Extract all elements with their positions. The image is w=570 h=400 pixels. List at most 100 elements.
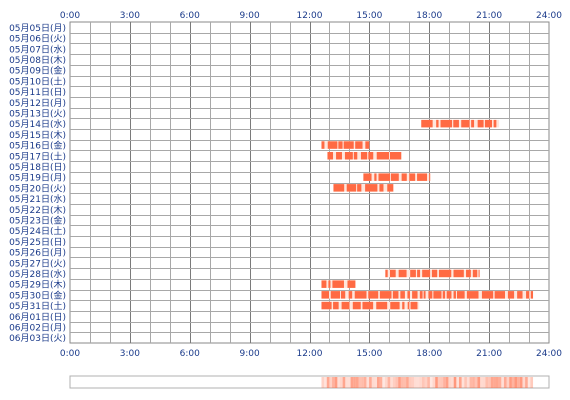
tick-label-top: 24:00 bbox=[536, 11, 562, 21]
summary-cell bbox=[358, 377, 362, 388]
activity-segment bbox=[333, 184, 345, 192]
summary-cell bbox=[437, 377, 441, 388]
day-label: 05月27日(火) bbox=[9, 258, 66, 269]
summary-cell bbox=[353, 377, 356, 388]
day-label: 05月10日(土) bbox=[9, 75, 66, 87]
summary-cell bbox=[482, 377, 486, 388]
activity-segment bbox=[341, 301, 350, 310]
activity-segment bbox=[328, 280, 331, 288]
summary-cell bbox=[458, 377, 462, 388]
summary-cell bbox=[342, 377, 346, 388]
activity-segment bbox=[407, 291, 410, 299]
activity-segment bbox=[368, 152, 374, 160]
summary-cell bbox=[414, 377, 417, 388]
activity-segment bbox=[352, 301, 361, 310]
activity-block bbox=[363, 173, 431, 181]
activity-segment bbox=[389, 152, 402, 160]
activity-segment bbox=[321, 280, 327, 288]
summary-cell bbox=[496, 377, 499, 388]
activity-segment bbox=[374, 173, 377, 181]
tick-label-bottom: 6:00 bbox=[180, 349, 200, 359]
activity-segment bbox=[362, 301, 374, 310]
summary-cell bbox=[498, 377, 502, 388]
grid bbox=[69, 21, 550, 344]
summary-bar bbox=[69, 375, 550, 389]
summary-cell bbox=[398, 377, 401, 388]
day-label: 05月15日(木) bbox=[9, 129, 66, 141]
day-label: 05月08日(木) bbox=[9, 54, 66, 66]
activity-segment bbox=[409, 173, 416, 181]
activity-block bbox=[321, 291, 534, 299]
activity-segment bbox=[340, 291, 346, 299]
activity-segment bbox=[363, 173, 372, 181]
activity-band bbox=[321, 291, 534, 299]
activity-segment bbox=[343, 141, 354, 149]
summary-cell bbox=[369, 377, 372, 388]
activity-segment bbox=[494, 291, 506, 299]
activity-segment bbox=[530, 291, 534, 299]
activity-segment bbox=[387, 184, 394, 192]
tick-label-bottom: 9:00 bbox=[240, 349, 260, 359]
tick-label-bottom: 18:00 bbox=[416, 349, 442, 359]
activity-segment bbox=[471, 119, 475, 128]
activity-segment bbox=[385, 269, 388, 278]
summary-cell bbox=[472, 377, 475, 388]
activity-segment bbox=[461, 119, 470, 128]
day-label: 05月25日(日) bbox=[9, 237, 66, 248]
summary-cell bbox=[427, 377, 430, 388]
summary-cell bbox=[435, 377, 438, 388]
activity-segment bbox=[422, 269, 431, 278]
summary-cell bbox=[345, 377, 348, 388]
day-label: 05月06日(火) bbox=[9, 34, 66, 45]
summary-cell bbox=[509, 377, 512, 388]
summary-cell bbox=[511, 377, 515, 388]
activity-segment bbox=[429, 173, 431, 181]
summary-cell bbox=[466, 377, 470, 388]
day-label: 05月13日(火) bbox=[9, 108, 66, 119]
activity-segment bbox=[446, 291, 452, 299]
summary-cell bbox=[363, 377, 367, 388]
summary-cell bbox=[334, 377, 338, 388]
activity-segment bbox=[402, 301, 405, 310]
summary-cell bbox=[445, 377, 449, 388]
activity-segment bbox=[327, 152, 334, 160]
activity-segment bbox=[484, 119, 492, 128]
summary-cell bbox=[371, 377, 375, 388]
summary-cell bbox=[480, 377, 483, 388]
activity-segment bbox=[321, 291, 330, 299]
day-label: 05月21日(水) bbox=[9, 193, 66, 205]
summary-cell bbox=[406, 377, 409, 388]
tick-label-top: 6:00 bbox=[180, 11, 200, 21]
summary-cell bbox=[440, 377, 444, 388]
summary-cell bbox=[324, 377, 327, 388]
activity-segment bbox=[517, 291, 523, 299]
activity-segment bbox=[407, 301, 410, 310]
day-label: 05月30日(金) bbox=[9, 289, 66, 301]
activity-segment bbox=[353, 152, 358, 160]
activity-segment bbox=[526, 291, 530, 299]
tick-label-top: 12:00 bbox=[297, 11, 323, 21]
activity-segment bbox=[348, 291, 353, 299]
summary-cell bbox=[474, 377, 478, 388]
day-label: 06月03日(火) bbox=[9, 333, 66, 344]
activity-segment bbox=[417, 269, 421, 278]
tick-label-bottom: 24:00 bbox=[536, 349, 562, 359]
tick-label-top: 0:00 bbox=[60, 11, 80, 21]
summary-cell bbox=[464, 377, 467, 388]
activity-segment bbox=[390, 173, 399, 181]
activity-segment bbox=[392, 291, 399, 299]
summary-cell bbox=[525, 377, 528, 388]
activity-segment bbox=[365, 141, 370, 149]
summary-cell bbox=[419, 377, 422, 388]
day-label: 05月05日(月) bbox=[9, 23, 66, 34]
day-label: 05月26日(月) bbox=[9, 248, 66, 259]
activity-band bbox=[421, 119, 500, 128]
day-label: 05月29日(木) bbox=[9, 279, 66, 291]
activity-segment bbox=[390, 301, 400, 310]
summary-cell bbox=[456, 377, 459, 388]
summary-cell bbox=[337, 377, 340, 388]
day-label: 05月19日(月) bbox=[9, 173, 66, 184]
tick-label-bottom: 21:00 bbox=[476, 349, 502, 359]
activity-segment bbox=[321, 301, 332, 310]
summary-cell bbox=[329, 377, 333, 388]
